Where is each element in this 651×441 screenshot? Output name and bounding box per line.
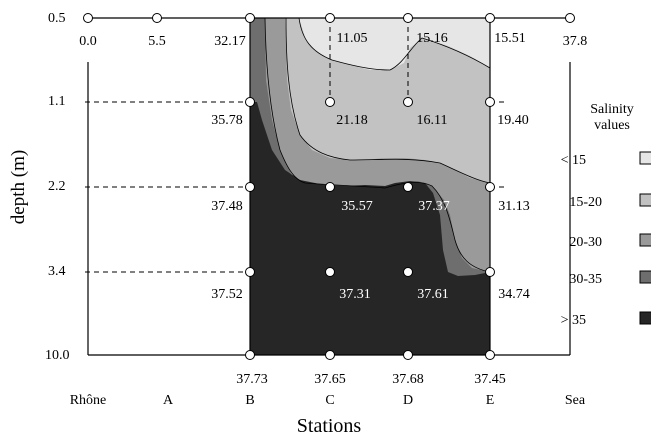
legend-label-20-30: 20-30 (569, 235, 602, 250)
isohaline-15 (298, 17, 491, 71)
legend-label-15-20: 15-20 (569, 195, 602, 210)
value-c-1-1: 21.18 (336, 113, 368, 128)
depth-tick-3-4: 3.4 (48, 264, 66, 279)
value-d-2-2: 37.37 (418, 199, 450, 214)
legend-swatch-15-20 (639, 193, 651, 207)
depth-ticks: 0.5 1.1 2.2 3.4 10.0 (45, 11, 70, 363)
value-c-3-4: 37.31 (339, 287, 371, 302)
station-sea: Sea (565, 393, 586, 408)
legend-swatch-30-35 (639, 270, 651, 284)
legend-swatch-20-30 (639, 233, 651, 247)
point-e-1-1 (485, 97, 495, 107)
station-labels: Rhône A B C D E Sea (70, 393, 586, 408)
value-b-surface: 32.17 (214, 34, 246, 49)
point-rhone-surface (83, 13, 93, 23)
legend: Salinity values < 15 15-20 20-30 30-35 >… (561, 102, 651, 328)
sampling-points (83, 13, 575, 360)
legend-swatch-lt15 (639, 151, 651, 165)
legend-label-lt15: < 15 (561, 153, 586, 168)
point-d-2-2 (403, 182, 413, 192)
point-c-bottom (325, 350, 335, 360)
point-a-surface (152, 13, 162, 23)
legend-swatch-gt35 (639, 311, 651, 325)
depth-tick-0-5: 0.5 (48, 11, 66, 26)
contour-lines (264, 17, 491, 273)
value-c-surface: 11.05 (337, 31, 368, 46)
value-b-bottom: 37.73 (236, 372, 268, 387)
point-b-3-4 (245, 267, 255, 277)
value-d-surface: 15.16 (416, 31, 448, 46)
point-c-3-4 (325, 267, 335, 277)
point-b-bottom (245, 350, 255, 360)
surface-values: 0.0 5.5 32.17 11.05 15.16 15.51 37.8 (79, 31, 587, 49)
value-e-2-2: 31.13 (498, 199, 530, 214)
point-d-bottom (403, 350, 413, 360)
value-d-3-4: 37.61 (417, 287, 449, 302)
value-e-bottom: 37.45 (474, 372, 506, 387)
legend-title-line1: Salinity (590, 102, 634, 117)
value-b-3-4: 37.52 (211, 287, 243, 302)
legend-label-30-35: 30-35 (569, 272, 602, 287)
isohaline-30 (264, 17, 491, 273)
x-axis-title: Stations (297, 415, 362, 437)
point-b-surface (245, 13, 255, 23)
depth-tick-10-0: 10.0 (45, 348, 70, 363)
value-rhone-surface: 0.0 (79, 34, 97, 49)
point-b-1-1 (245, 97, 255, 107)
value-d-1-1: 16.11 (417, 113, 448, 128)
value-c-2-2: 35.57 (341, 199, 373, 214)
point-d-surface (403, 13, 413, 23)
point-d-1-1 (403, 97, 413, 107)
zone-lt15 (299, 18, 490, 70)
station-rhone: Rhône (70, 393, 107, 408)
point-e-2-2 (485, 182, 495, 192)
point-c-1-1 (325, 97, 335, 107)
station-c: C (325, 393, 334, 408)
value-e-surface: 15.51 (494, 31, 526, 46)
point-e-3-4 (485, 267, 495, 277)
depth-tick-1-1: 1.1 (48, 94, 66, 109)
y-axis-title: depth (m) (8, 150, 29, 224)
values-2-2: 37.48 35.57 37.37 31.13 (211, 199, 530, 214)
value-d-bottom: 37.68 (392, 372, 424, 387)
point-d-3-4 (403, 267, 413, 277)
values-3-4: 37.52 37.31 37.61 34.74 (211, 287, 530, 302)
point-e-bottom (485, 350, 495, 360)
value-b-2-2: 37.48 (211, 199, 243, 214)
values-1-1: 35.78 21.18 16.11 19.40 (211, 113, 529, 128)
salinity-contours (250, 18, 490, 355)
bottom-values: 37.73 37.65 37.68 37.45 (236, 372, 506, 387)
value-sea-surface: 37.8 (563, 34, 588, 49)
depth-tick-2-2: 2.2 (48, 179, 66, 194)
station-a: A (163, 393, 174, 408)
legend-label-gt35: > 35 (561, 313, 586, 328)
station-d: D (403, 393, 413, 408)
point-c-2-2 (325, 182, 335, 192)
value-a-surface: 5.5 (148, 34, 166, 49)
value-e-1-1: 19.40 (497, 113, 529, 128)
station-e: E (486, 393, 495, 408)
zone-gt35 (250, 102, 490, 355)
value-e-3-4: 34.74 (498, 287, 530, 302)
point-sea-surface (565, 13, 575, 23)
value-c-bottom: 37.65 (314, 372, 346, 387)
point-c-surface (325, 13, 335, 23)
legend-title-line2: values (594, 118, 630, 133)
isohaline-20 (285, 17, 491, 184)
value-b-1-1: 35.78 (211, 113, 243, 128)
point-e-surface (485, 13, 495, 23)
point-b-2-2 (245, 182, 255, 192)
station-b: B (245, 393, 254, 408)
